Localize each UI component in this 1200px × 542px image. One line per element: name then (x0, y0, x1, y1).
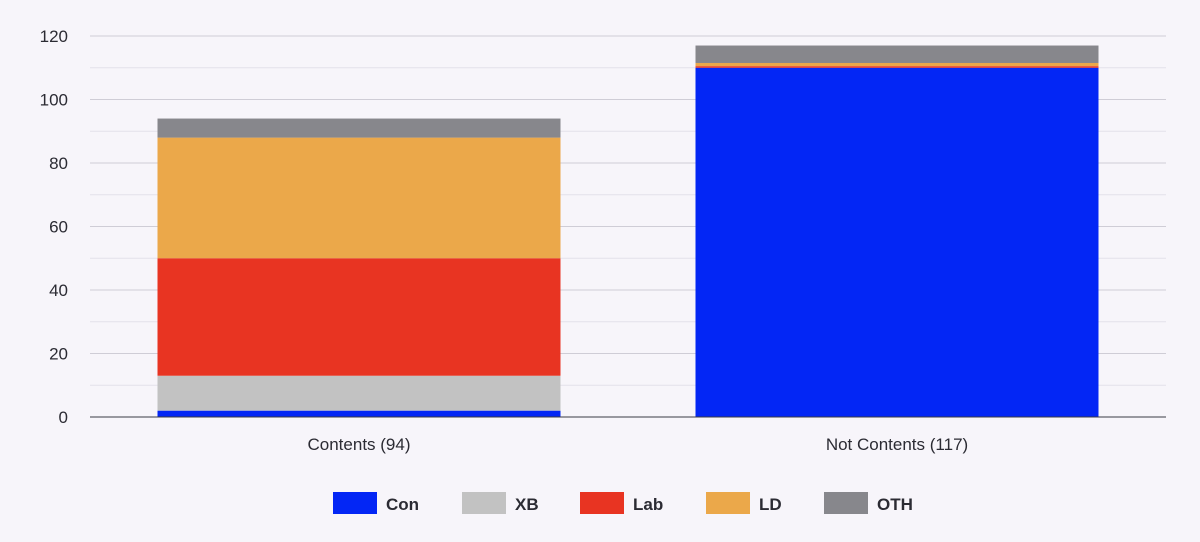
legend-swatch-xb (462, 492, 506, 514)
bar-con-contents-94 (157, 410, 561, 417)
legend-swatch-lab (580, 492, 624, 514)
x-category-label: Contents (94) (308, 435, 411, 454)
legend-label-oth: OTH (877, 495, 913, 514)
bars (157, 45, 1099, 417)
bar-ld-not-contents-117 (695, 62, 1099, 67)
legend-label-xb: XB (515, 495, 539, 514)
bar-oth-not-contents-117 (695, 45, 1099, 63)
bar-lab-not-contents-117 (695, 66, 1099, 68)
y-tick-label: 60 (49, 218, 68, 237)
bar-con-not-contents-117 (695, 67, 1099, 417)
bar-xb-contents-94 (157, 375, 561, 411)
legend-swatch-con (333, 492, 377, 514)
y-tick-label: 120 (40, 27, 68, 46)
legend-label-lab: Lab (633, 495, 663, 514)
x-category-label: Not Contents (117) (826, 435, 968, 454)
y-tick-label: 20 (49, 345, 68, 364)
bar-oth-contents-94 (157, 118, 561, 138)
legend-swatch-oth (824, 492, 868, 514)
legend-label-con: Con (386, 495, 419, 514)
bar-lab-contents-94 (157, 258, 561, 376)
legend-swatch-ld (706, 492, 750, 514)
legend: Con XB Lab LD OTH (333, 492, 913, 514)
bar-ld-contents-94 (157, 137, 561, 259)
y-tick-label: 100 (40, 91, 68, 110)
y-tick-label: 0 (59, 408, 68, 427)
legend-label-ld: LD (759, 495, 782, 514)
y-tick-label: 80 (49, 154, 68, 173)
x-axis-category-labels: Contents (94) Not Contents (117) (308, 435, 969, 454)
y-axis-tick-labels: 0 20 40 60 80 100 120 (40, 27, 68, 427)
y-tick-label: 40 (49, 281, 68, 300)
